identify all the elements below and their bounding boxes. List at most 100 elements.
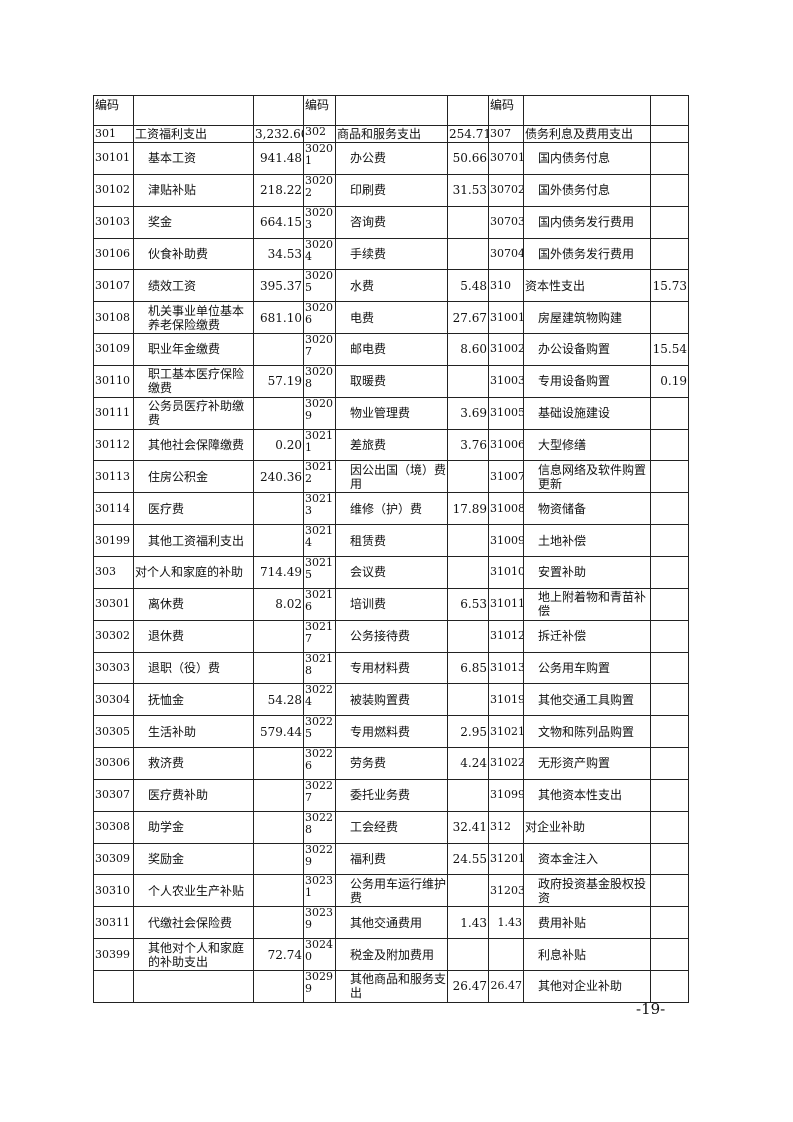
amount-cell [447, 619, 489, 653]
item-name-cell: 职业年金缴费 [133, 333, 254, 366]
item-name-cell: 其他交通工具购置 [523, 683, 651, 717]
table-row: 30303 退职（役）费 30218 专用材料费 6.85 31013 公务用车购置 [93, 651, 689, 685]
code-cell: 30203 [303, 205, 336, 239]
item-name-cell: 退休费 [133, 619, 254, 653]
item-name-cell: 邮电费 [335, 333, 448, 366]
amount-cell: 1.43 [447, 906, 489, 940]
amount-cell [650, 619, 689, 653]
item-name-cell: 利息补贴 [523, 938, 651, 971]
code-cell: 31010 [488, 555, 524, 589]
code-cell [93, 969, 134, 1003]
amount-cell [650, 587, 689, 621]
code-cell: 31203 [488, 874, 524, 908]
item-name-cell: 文物和陈列品购置 [523, 715, 651, 749]
code-cell: 30305 [93, 715, 134, 749]
code-cell: 30302 [93, 619, 134, 653]
amount-cell [253, 396, 304, 430]
item-name-cell: 奖金 [133, 205, 254, 239]
amount-cell: 6.53 [447, 587, 489, 621]
code-cell: 312 [488, 810, 524, 844]
code-cell: 30204 [303, 237, 336, 271]
table-row: 303 对个人和家庭的补助 714.49 30215 会议费 31010 安置补助 [93, 555, 689, 589]
code-cell: 30239 [303, 906, 336, 940]
item-name-cell: 培训费 [335, 587, 448, 621]
table-row: 30304 抚恤金 54.28 30224 被装购置费 31019 其他交通工具购置 [93, 683, 689, 717]
amount-cell: 3.69 [447, 396, 489, 430]
code-cell: 30113 [93, 460, 134, 494]
amount-cell [650, 301, 689, 335]
amount-cell [253, 810, 304, 844]
code-cell: 30303 [93, 651, 134, 685]
item-name-cell: 代缴社会保险费 [133, 906, 254, 940]
amount-cell: 54.28 [253, 683, 304, 717]
table-row: 30301 离休费 8.02 30216 培训费 6.53 31011 地上附着物和青苗补偿 [93, 587, 689, 621]
amount-cell: 395.37 [253, 269, 304, 303]
item-name-cell: 电费 [335, 301, 448, 335]
amount-cell [253, 874, 304, 908]
item-name-cell: 基础设施建设 [523, 396, 651, 430]
code-cell: 30304 [93, 683, 134, 717]
amount-cell: 681.10 [253, 301, 304, 335]
item-name-cell: 公务用车运行维护费 [335, 874, 448, 908]
code-cell: 30212 [303, 460, 336, 494]
amount-cell [447, 524, 489, 557]
table-row: 30310 个人农业生产补贴 30231 公务用车运行维护费 31203 政府投资基金股权… [93, 874, 689, 908]
item-name-cell: 物资储备 [523, 492, 651, 526]
code-cell: 30702 [488, 173, 524, 207]
header-cell [447, 95, 489, 126]
table-row: 30114 医疗费 30213 维修（护）费 17.89 31008 物资储备 [93, 492, 689, 526]
amount-cell: 31.53 [447, 173, 489, 207]
code-cell: 31021 [488, 715, 524, 749]
code-cell: 30213 [303, 492, 336, 526]
code-cell: 31003 [488, 364, 524, 398]
amount-cell: 15.54 [650, 333, 689, 366]
item-name-cell: 医疗费补助 [133, 778, 254, 812]
amount-cell [650, 842, 689, 876]
amount-cell [447, 778, 489, 812]
item-name-cell: 退职（役）费 [133, 651, 254, 685]
item-name-cell: 国内债务付息 [523, 142, 651, 175]
item-name-cell: 专用设备购置 [523, 364, 651, 398]
amount-cell: 24.55 [447, 842, 489, 876]
page-number: -19- [636, 1000, 666, 1018]
amount-cell: 254.71 [447, 125, 489, 143]
code-cell: 307 [488, 125, 524, 143]
amount-cell [253, 524, 304, 557]
code-cell: 31007 [488, 460, 524, 494]
amount-cell: 26.47 [447, 969, 489, 1003]
code-cell: 30704 [488, 237, 524, 271]
item-name-cell: 福利费 [335, 842, 448, 876]
item-name-cell: 国外债务付息 [523, 173, 651, 207]
code-cell: 30226 [303, 747, 336, 780]
table-row: 30103 奖金 664.15 30203 咨询费 30703 国内债务发行费用 [93, 205, 689, 239]
amount-cell [253, 333, 304, 366]
code-cell: 31013 [488, 651, 524, 685]
item-name-cell: 土地补偿 [523, 524, 651, 557]
amount-cell: 240.36 [253, 460, 304, 494]
amount-cell [447, 874, 489, 908]
code-cell: 30106 [93, 237, 134, 271]
code-cell: 30299 [303, 969, 336, 1003]
code-cell: 30107 [93, 269, 134, 303]
code-cell: 30228 [303, 810, 336, 844]
item-name-cell: 物业管理费 [335, 396, 448, 430]
header-cell [650, 95, 689, 126]
item-name-cell: 信息网络及软件购置更新 [523, 460, 651, 494]
item-name-cell: 奖励金 [133, 842, 254, 876]
amount-cell: 579.44 [253, 715, 304, 749]
item-name-cell: 印刷费 [335, 173, 448, 207]
table-row: 30101 基本工资 941.48 30201 办公费 50.66 30701 国内债务付息 [93, 142, 689, 175]
amount-cell [650, 396, 689, 430]
amount-cell [447, 555, 489, 589]
item-name-cell: 办公设备购置 [523, 333, 651, 366]
code-cell: 310 [488, 269, 524, 303]
item-name-cell: 职工基本医疗保险缴费 [133, 364, 254, 398]
item-name-cell: 绩效工资 [133, 269, 254, 303]
item-name-cell: 离休费 [133, 587, 254, 621]
item-name-cell: 机关事业单位基本养老保险缴费 [133, 301, 254, 335]
amount-cell: 15.73 [650, 269, 689, 303]
amount-cell: 72.74 [253, 938, 304, 971]
amount-cell [650, 938, 689, 971]
code-cell: 30307 [93, 778, 134, 812]
header-cell [335, 95, 448, 126]
